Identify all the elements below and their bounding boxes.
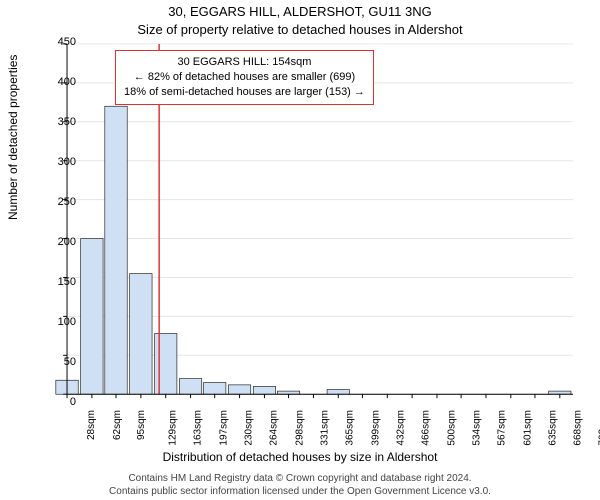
x-tick-label: 264sqm [269, 410, 280, 446]
chart-title-main: 30, EGGARS HILL, ALDERSHOT, GU11 3NG [0, 4, 600, 19]
y-tick-label: 150 [58, 276, 76, 288]
y-tick-label: 350 [58, 116, 76, 128]
x-tick-label: 432sqm [395, 410, 406, 446]
annotation-line3: 18% of semi-detached houses are larger (… [124, 85, 365, 100]
x-tick-label: 635sqm [548, 410, 559, 446]
footer-line2: Contains public sector information licen… [0, 486, 600, 499]
x-tick-label: 331sqm [319, 410, 330, 446]
x-tick-label: 399sqm [370, 410, 381, 446]
x-axis-label: Distribution of detached houses by size … [0, 450, 600, 464]
y-tick-label: 200 [58, 236, 76, 248]
x-tick-label: 230sqm [243, 410, 254, 446]
y-tick-label: 250 [58, 196, 76, 208]
x-tick-label: 197sqm [219, 410, 230, 446]
y-axis-label: Number of detached properties [6, 55, 20, 220]
plot-area: 30 EGGARS HILL: 154sqm ← 82% of detached… [60, 42, 580, 402]
footer-line1: Contains HM Land Registry data © Crown c… [0, 473, 600, 486]
x-tick-label: 668sqm [573, 410, 584, 446]
x-tick-label: 466sqm [421, 410, 432, 446]
x-tick-label: 500sqm [446, 410, 457, 446]
chart-footer: Contains HM Land Registry data © Crown c… [0, 473, 600, 498]
annotation-line2: ← 82% of detached houses are smaller (69… [124, 70, 365, 85]
y-tick-label: 50 [64, 356, 76, 368]
x-tick-label: 129sqm [167, 410, 178, 446]
x-tick-label: 62sqm [112, 410, 123, 440]
chart-title-sub: Size of property relative to detached ho… [0, 22, 600, 37]
x-tick-label: 567sqm [497, 410, 508, 446]
x-tick-label: 28sqm [86, 410, 97, 440]
y-tick-label: 100 [58, 316, 76, 328]
x-tick-label: 365sqm [345, 410, 356, 446]
y-tick-label: 300 [58, 156, 76, 168]
y-tick-label: 0 [70, 396, 76, 408]
x-tick-label: 163sqm [193, 410, 204, 446]
marker-annotation: 30 EGGARS HILL: 154sqm ← 82% of detached… [115, 50, 374, 105]
chart-container: 30, EGGARS HILL, ALDERSHOT, GU11 3NG Siz… [0, 0, 600, 500]
x-tick-label: 601sqm [522, 410, 533, 446]
y-tick-label: 400 [58, 76, 76, 88]
x-tick-label: 534sqm [472, 410, 483, 446]
y-tick-label: 450 [58, 36, 76, 48]
x-tick-label: 95sqm [136, 410, 147, 440]
annotation-line1: 30 EGGARS HILL: 154sqm [124, 55, 365, 70]
x-tick-label: 298sqm [294, 410, 305, 446]
